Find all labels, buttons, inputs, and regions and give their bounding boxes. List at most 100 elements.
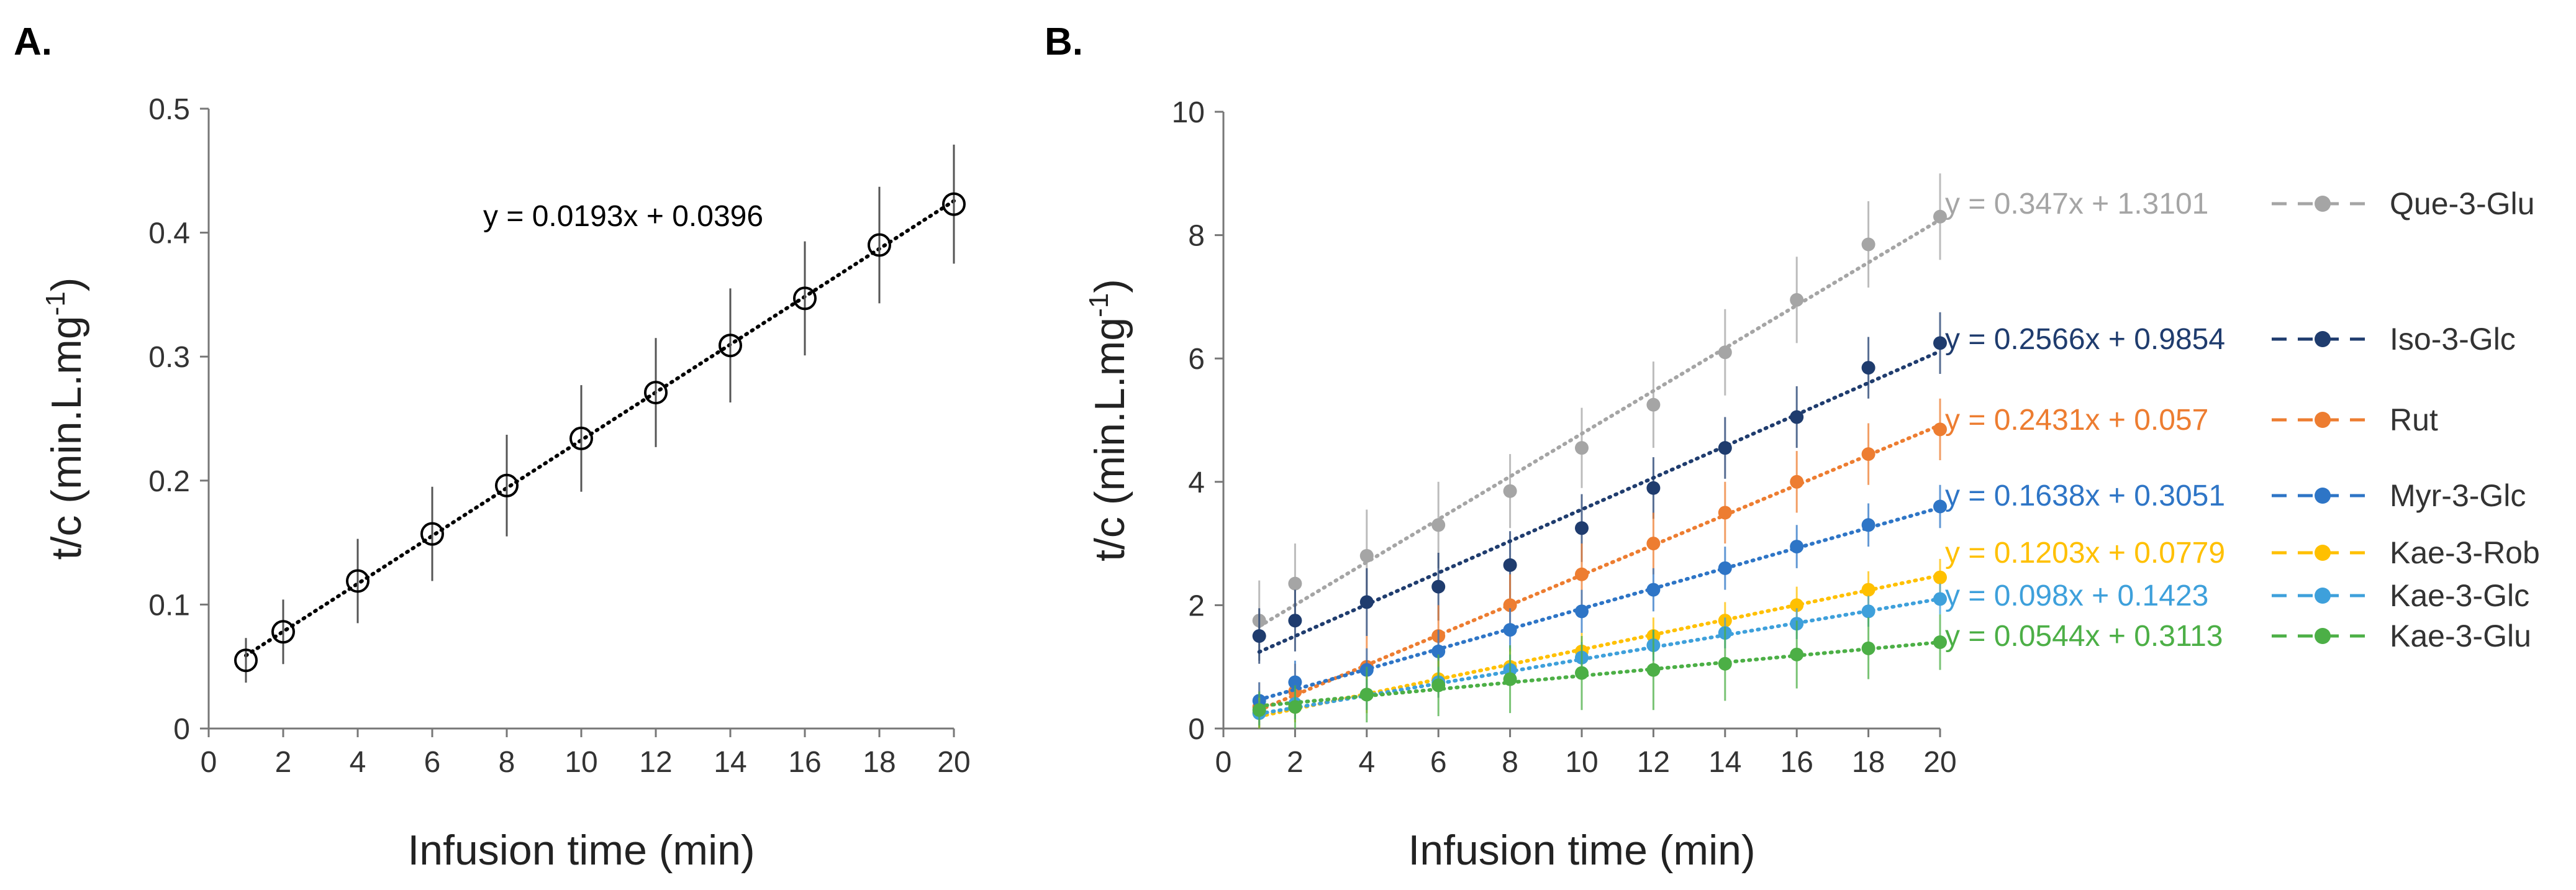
panel-b-data-point — [1575, 604, 1589, 619]
panel-b-data-point — [1503, 558, 1517, 572]
panel-b-data-point — [1790, 647, 1804, 661]
panel-a-y-tick-label: 0.3 — [148, 341, 190, 374]
panel-a-data-point — [271, 620, 295, 644]
panel-b-trendline — [1257, 423, 1942, 712]
panel-b-data-point — [1933, 570, 1947, 584]
panel-b-data-point — [1252, 703, 1266, 717]
panel-a-x-tick-label: 6 — [424, 746, 441, 779]
panel-b-data-point — [1288, 614, 1302, 628]
panel-b-data-point — [1503, 623, 1517, 637]
panel-a-x-tick-label: 0 — [201, 746, 217, 779]
panel-b-y-tick-label: 4 — [1188, 466, 1205, 499]
panel-a-axes: 0 2 4 6 8 10 12 14 16 18 20 0 0.1 0.2 0.3 0.4 0.5 — [148, 93, 970, 779]
panel-b-equation: y = 0.1203x + 0.0779 — [1945, 537, 2225, 570]
panel-b-x-tick-label: 8 — [1502, 746, 1518, 779]
panel-b-y-tick-label: 6 — [1188, 343, 1205, 376]
panel-b-data-point — [1575, 666, 1589, 680]
panel-b-legend-label: Rut — [2390, 402, 2438, 437]
panel-a-y-axis-title-main: t/c (min.L.mg — [43, 316, 90, 560]
panel-a-y-axis-title: t/c (min.L.mg-1) — [40, 278, 90, 560]
panel-b-data-point — [1646, 663, 1661, 677]
panel-b-data-point — [1718, 656, 1732, 671]
panel-b-equation: y = 0.2566x + 0.9854 — [1945, 323, 2225, 356]
panel-b-data-point — [1861, 447, 1875, 461]
panel-a-data-point — [234, 648, 258, 673]
panel-b-data-point — [1359, 548, 1374, 563]
panel-b-data-point — [1933, 635, 1947, 649]
panel-b-data-point — [1790, 293, 1804, 307]
panel-b-equation: y = 0.0544x + 0.3113 — [1945, 620, 2223, 653]
panel-b-x-tick-label: 12 — [1637, 746, 1670, 779]
panel-b-data-point — [1790, 475, 1804, 489]
panel-a-data-point — [793, 286, 817, 311]
panel-b: B. 0 2 4 6 8 10 12 14 16 18 20 0 2 4 6 8 10 y = 0.347x +… — [1045, 20, 2540, 874]
panel-a-data-point — [346, 569, 370, 593]
panel-b-data-point — [1861, 583, 1875, 597]
panel-a: A. 0 2 4 6 8 10 12 14 16 18 20 0 0.1 0.2 0.3 0.4 0.5 y =… — [14, 20, 971, 874]
panel-b-data-point — [1933, 209, 1947, 224]
panel-b-data-point — [1718, 441, 1732, 455]
panel-b-data-point — [1861, 361, 1875, 375]
panel-b-legend-label: Que-3-Glu — [2390, 186, 2534, 221]
panel-b-axes: 0 2 4 6 8 10 12 14 16 18 20 0 2 4 6 8 10 — [1172, 96, 1957, 779]
panel-b-data-point — [1718, 506, 1732, 520]
panel-a-x-tick-label: 4 — [350, 746, 366, 779]
panel-b-data-point — [1933, 499, 1947, 514]
panel-b-data-point — [1933, 336, 1947, 350]
panel-b-data-point — [1503, 598, 1517, 612]
panel-a-y-tick-label: 0.4 — [148, 217, 190, 250]
panel-b-data-point — [1288, 675, 1302, 689]
panel-b-data-point — [1718, 561, 1732, 575]
panel-b-x-tick-label: 6 — [1430, 746, 1447, 779]
panel-a-marks — [234, 144, 966, 683]
panel-b-equation: y = 0.2431x + 0.057 — [1945, 404, 2208, 437]
panel-a-data-point — [942, 192, 966, 216]
panel-a-x-tick-label: 20 — [937, 746, 970, 779]
panel-b-trendline — [1257, 640, 1942, 708]
panel-b-legend-swatch-marker — [2315, 488, 2331, 504]
panel-a-data-point — [868, 233, 891, 257]
panel-b-equation: y = 0.1638x + 0.3051 — [1945, 479, 2225, 512]
panel-b-x-tick-label: 16 — [1780, 746, 1813, 779]
panel-b-data-point — [1861, 518, 1875, 532]
panel-a-y-tick-label: 0.2 — [148, 465, 190, 498]
panel-b-data-point — [1359, 595, 1374, 609]
panel-b-data-point — [1933, 592, 1947, 606]
panel-b-data-point — [1431, 579, 1446, 594]
panel-b-y-axis-title-close: ) — [1086, 279, 1133, 293]
panel-b-data-point — [1431, 644, 1446, 658]
panel-a-x-tick-label: 14 — [714, 746, 746, 779]
panel-b-y-axis-title-sup: -1 — [1084, 293, 1114, 317]
panel-a-y-axis-title-sup: -1 — [40, 291, 71, 316]
panel-b-legend-swatch-marker — [2315, 545, 2331, 561]
panel-a-x-tick-label: 18 — [863, 746, 896, 779]
panel-a-data-point — [420, 522, 444, 546]
panel-a-data-point — [495, 473, 519, 497]
panel-b-data-point — [1575, 521, 1589, 535]
panel-b-x-tick-label: 2 — [1287, 746, 1304, 779]
panel-b-data-point — [1575, 441, 1589, 455]
panel-a-y-tick-label: 0 — [173, 713, 190, 746]
panel-a-y-tick-label: 0.1 — [148, 589, 190, 622]
panel-b-data-point — [1503, 484, 1517, 498]
panel-a-data-point — [569, 426, 593, 450]
panel-a-x-tick-label: 8 — [499, 746, 515, 779]
panel-b-data-point — [1718, 345, 1732, 360]
panel-a-x-tick-label: 2 — [275, 746, 292, 779]
panel-b-y-axis-title: t/c (min.L.mg-1) — [1084, 279, 1133, 561]
panel-b-y-tick-label: 0 — [1188, 713, 1205, 746]
panel-b-legend-swatch-marker — [2315, 196, 2331, 212]
panel-b-data-point — [1575, 567, 1589, 581]
panel-b-data-point — [1503, 672, 1517, 686]
panel-b-legend: Que-3-Glu Iso-3-Glc Rut Myr-3-Glc Kae-3-Rob K… — [2272, 186, 2540, 653]
panel-b-marks: y = 0.347x + 1.3101 y = 0.2566x + 0.9854 y… — [1252, 173, 2225, 729]
panel-b-y-axis-title-main: t/c (min.L.mg — [1086, 317, 1133, 561]
panel-b-legend-label: Kae-3-Rob — [2390, 535, 2540, 570]
panel-b-data-point — [1431, 518, 1446, 532]
panel-b-equation: y = 0.098x + 0.1423 — [1945, 579, 2208, 612]
panel-b-data-point — [1646, 583, 1661, 597]
panel-a-label: A. — [14, 20, 52, 63]
panel-b-x-tick-label: 0 — [1215, 746, 1232, 779]
panel-b-legend-label: Iso-3-Glc — [2390, 322, 2516, 356]
